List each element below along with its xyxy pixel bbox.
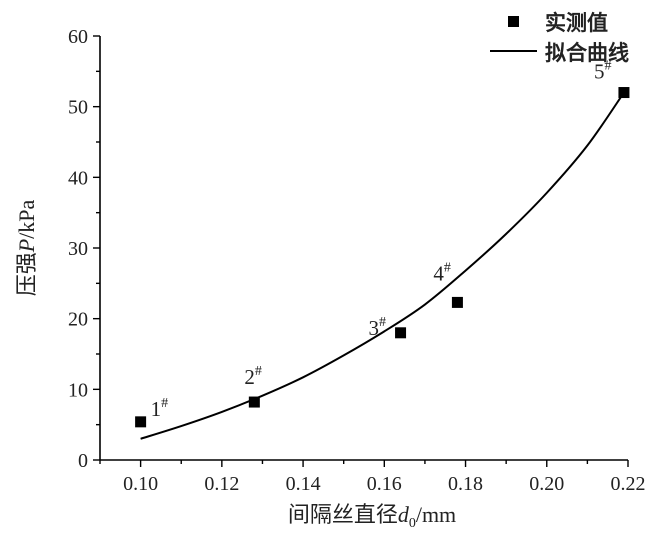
x-tick-label: 0.18 — [448, 473, 483, 495]
point-label-number: 1 — [151, 397, 162, 421]
data-point — [618, 87, 630, 99]
point-label: 5# — [594, 59, 612, 84]
y-axis-unit: /kPa — [14, 199, 39, 238]
data-point — [451, 296, 463, 308]
y-tick-label: 30 — [68, 238, 88, 260]
x-axis-symbol: d — [398, 502, 410, 527]
point-label-sup: # — [255, 364, 262, 379]
axes: 0 10 20 30 40 50 60 0.10 0.12 0.14 0.16 0.18 0.20 0.2… — [68, 26, 646, 495]
data-point — [248, 396, 260, 408]
point-label-sup: # — [604, 59, 611, 74]
point-label-sup: # — [379, 315, 386, 330]
point-label-number: 4 — [433, 261, 444, 285]
point-label-number: 5 — [594, 60, 605, 84]
y-tick-label: 40 — [68, 167, 88, 189]
point-label-sup: # — [444, 260, 451, 275]
legend-label-measured: 实测值 — [545, 11, 608, 35]
x-tick-label: 0.12 — [204, 473, 239, 495]
y-tick-label: 20 — [68, 309, 88, 331]
point-label-sup: # — [161, 396, 168, 411]
y-tick-label: 0 — [78, 450, 88, 472]
x-tick-label: 0.14 — [286, 473, 321, 495]
data-point — [135, 416, 147, 428]
x-axis-subscript: 0 — [409, 516, 416, 531]
x-tick-label: 0.16 — [367, 473, 402, 495]
markers-layer — [135, 87, 630, 428]
y-tick-label: 60 — [68, 26, 88, 48]
point-label: 4# — [433, 260, 451, 285]
y-tick-label: 50 — [68, 97, 88, 119]
x-axis-title: 间隔丝直径d0/mm — [288, 502, 456, 531]
point-labels-layer: 1#2#3#4#5# — [151, 59, 612, 421]
point-label-number: 3 — [369, 316, 380, 340]
x-tick-label: 0.20 — [529, 473, 564, 495]
data-point — [395, 327, 407, 339]
legend: 实测值 拟合曲线 — [490, 11, 629, 65]
legend-label-fit: 拟合曲线 — [545, 41, 629, 65]
fit-curve-layer — [140, 91, 625, 440]
legend-marker-measured — [508, 16, 519, 27]
x-axis-label: 间隔丝直径 — [288, 503, 398, 528]
point-label: 3# — [369, 315, 387, 340]
point-label-number: 2 — [244, 365, 255, 389]
y-tick-label: 10 — [68, 379, 88, 401]
x-tick-label: 0.22 — [611, 473, 646, 495]
y-axis-title: 压强P/kPa — [14, 199, 40, 296]
y-axis-label: 压强 — [15, 252, 40, 296]
point-label: 1# — [151, 396, 169, 421]
point-label: 2# — [244, 364, 261, 389]
x-tick-label: 0.10 — [123, 473, 158, 495]
x-axis-unit: /mm — [416, 502, 456, 527]
fit-curve — [140, 91, 625, 440]
y-axis-symbol: P — [14, 239, 39, 253]
